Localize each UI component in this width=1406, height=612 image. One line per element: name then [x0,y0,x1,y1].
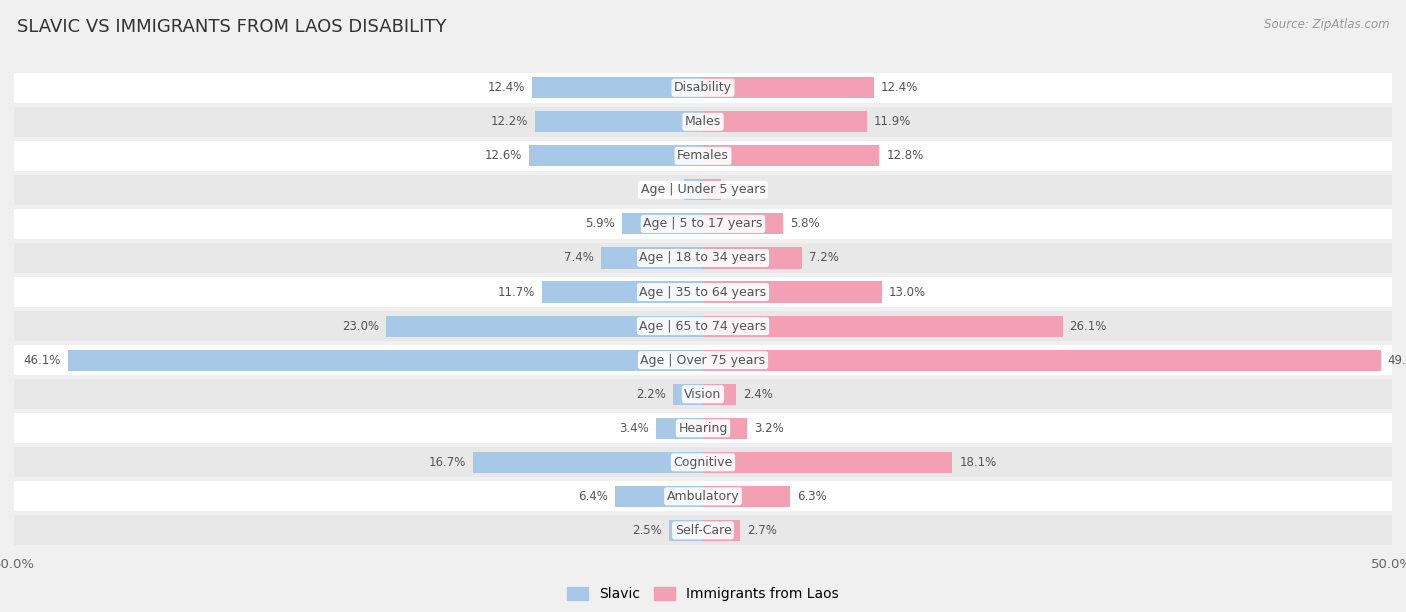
Bar [614,486,703,507]
Text: Age | 35 to 64 years: Age | 35 to 64 years [640,286,766,299]
Bar [14,107,1392,136]
Text: 1.3%: 1.3% [728,184,758,196]
Bar [657,417,703,439]
Bar [67,349,703,371]
Text: 12.4%: 12.4% [488,81,526,94]
Text: 49.2%: 49.2% [1388,354,1406,367]
Text: Cognitive: Cognitive [673,456,733,469]
Text: Disability: Disability [673,81,733,94]
Bar [703,214,783,234]
Bar [14,141,1392,171]
Bar [14,311,1392,341]
Text: Age | 5 to 17 years: Age | 5 to 17 years [644,217,762,231]
Text: 11.7%: 11.7% [498,286,534,299]
Bar [14,243,1392,273]
Bar [14,413,1392,443]
Text: Females: Females [678,149,728,162]
Bar [541,282,703,302]
Bar [703,282,882,302]
Text: 2.4%: 2.4% [742,387,773,401]
Text: 2.7%: 2.7% [747,524,778,537]
Bar [703,111,868,132]
Bar [14,379,1392,409]
Text: 12.8%: 12.8% [886,149,924,162]
Bar [703,349,1381,371]
Bar [703,316,1063,337]
Text: 1.4%: 1.4% [647,184,676,196]
Bar [703,77,875,99]
Bar [703,247,803,269]
Text: Age | 18 to 34 years: Age | 18 to 34 years [640,252,766,264]
Text: 12.4%: 12.4% [880,81,918,94]
Text: 23.0%: 23.0% [342,319,380,332]
Bar [531,77,703,99]
Bar [703,179,721,201]
Text: Age | 65 to 74 years: Age | 65 to 74 years [640,319,766,332]
Text: 6.3%: 6.3% [797,490,827,503]
Bar [534,111,703,132]
Text: Vision: Vision [685,387,721,401]
Text: Source: ZipAtlas.com: Source: ZipAtlas.com [1264,18,1389,31]
Text: 3.2%: 3.2% [754,422,783,435]
Text: 13.0%: 13.0% [889,286,927,299]
Text: SLAVIC VS IMMIGRANTS FROM LAOS DISABILITY: SLAVIC VS IMMIGRANTS FROM LAOS DISABILIT… [17,18,446,36]
Bar [703,452,952,473]
Text: 6.4%: 6.4% [578,490,607,503]
Text: Hearing: Hearing [678,422,728,435]
Bar [703,417,747,439]
Bar [703,145,879,166]
Text: 12.2%: 12.2% [491,115,529,129]
Text: Ambulatory: Ambulatory [666,490,740,503]
Bar [672,384,703,405]
Text: 7.4%: 7.4% [564,252,595,264]
Bar [14,175,1392,205]
Bar [703,384,737,405]
Text: 12.6%: 12.6% [485,149,523,162]
Bar [683,179,703,201]
Text: Age | Over 75 years: Age | Over 75 years [641,354,765,367]
Text: Self-Care: Self-Care [675,524,731,537]
Bar [703,486,790,507]
Bar [703,520,740,541]
Text: 11.9%: 11.9% [875,115,911,129]
Bar [14,345,1392,375]
Bar [600,247,703,269]
Legend: Slavic, Immigrants from Laos: Slavic, Immigrants from Laos [561,581,845,606]
Text: Age | Under 5 years: Age | Under 5 years [641,184,765,196]
Text: 2.5%: 2.5% [631,524,662,537]
Bar [472,452,703,473]
Text: 18.1%: 18.1% [959,456,997,469]
Text: 46.1%: 46.1% [24,354,60,367]
Text: 2.2%: 2.2% [636,387,666,401]
Text: 3.4%: 3.4% [620,422,650,435]
Bar [530,145,703,166]
Text: 5.9%: 5.9% [585,217,614,231]
Bar [14,277,1392,307]
Bar [14,73,1392,103]
Bar [621,214,703,234]
Text: 26.1%: 26.1% [1070,319,1107,332]
Bar [14,447,1392,477]
Text: 7.2%: 7.2% [808,252,839,264]
Bar [387,316,703,337]
Bar [14,515,1392,545]
Text: 16.7%: 16.7% [429,456,465,469]
Bar [14,209,1392,239]
Bar [14,482,1392,511]
Text: Males: Males [685,115,721,129]
Text: 5.8%: 5.8% [790,217,820,231]
Bar [669,520,703,541]
